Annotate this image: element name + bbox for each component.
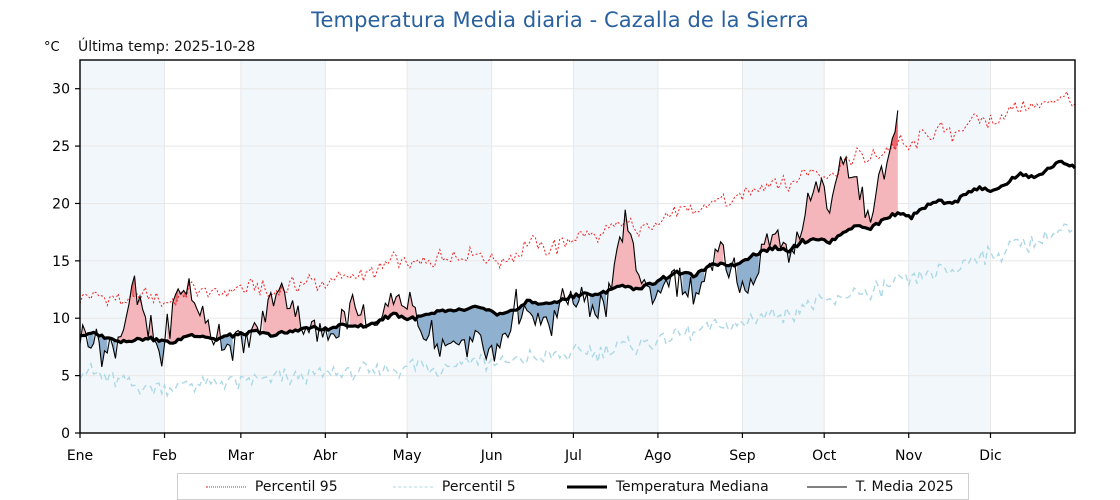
y-tick-label-15: 15 [52, 254, 70, 270]
series-line-percentil-5 [79, 223, 1076, 398]
legend-label-1: Percentil 95 [254, 478, 338, 495]
y-tick-label-5: 5 [61, 369, 70, 385]
fill-below-median [88, 245, 795, 367]
chart-legend: Percentil 95 Percentil 5 Temperatura Media… [177, 473, 969, 500]
chart-title: Temperatura Media diaria - Cazalla de la… [311, 8, 809, 32]
month-band-may [407, 60, 492, 433]
month-band-nov [908, 60, 991, 433]
month-band-ago [657, 60, 743, 433]
month-band-jun [491, 60, 574, 433]
x-tick-label-ene: Ene [67, 448, 93, 464]
y-tick-label-20: 20 [52, 196, 70, 212]
x-tick-label-abr: Abr [313, 448, 337, 464]
month-band-oct [824, 60, 909, 433]
x-tick-label-may: May [393, 448, 422, 464]
legend-item-percentil-95[interactable]: Percentil 95 [178, 479, 366, 495]
legend-item-percentil-5[interactable]: Percentil 5 [366, 479, 544, 495]
legend-swatch-2 [392, 481, 433, 493]
legend-item-temperatura-mediana[interactable]: Temperatura Mediana [543, 479, 792, 495]
legend-label-4: T. Media 2025 [855, 478, 954, 495]
y-tick-label-0: 0 [61, 426, 70, 442]
legend-swatch-3 [566, 481, 607, 493]
y-tick-label-30: 30 [52, 82, 70, 98]
x-tick-label-feb: Feb [152, 448, 177, 464]
legend-line-sample [392, 486, 433, 487]
x-gridlines [164, 60, 991, 433]
month-band-feb [164, 60, 241, 433]
anomaly-fills [82, 110, 898, 367]
axes: 0 5 10 15 20 25 30 Ene Feb Mar Abr May Jun Jul Ago Sep O… [52, 59, 1076, 464]
month-band-mar [240, 60, 326, 433]
legend-line-sample [566, 485, 607, 488]
month-band-ene [80, 60, 165, 433]
month-background-bands [80, 60, 1078, 433]
y-tick-label-25: 25 [52, 139, 70, 155]
x-tick-label-nov: Nov [895, 448, 922, 464]
legend-label-2: Percentil 5 [441, 478, 516, 495]
legend-swatch-1 [205, 481, 246, 493]
x-tick-label-oct: Oct [812, 448, 837, 464]
legend-label-3: Temperatura Mediana [615, 478, 769, 495]
legend-line-sample [205, 486, 246, 487]
x-tick-label-jul: Jul [564, 448, 582, 464]
series-line-t-media-2025 [79, 110, 899, 368]
y-tick-label-10: 10 [52, 311, 70, 327]
x-tick-label-jun: Jun [480, 448, 503, 464]
x-tick-label-sep: Sep [729, 448, 756, 464]
month-band-abr [325, 60, 408, 433]
plot-frame [79, 59, 1076, 434]
x-tick-label-dic: Dic [979, 448, 1001, 464]
data-series-lines [79, 90, 1077, 398]
legend-swatch-4 [806, 481, 847, 493]
y-axis-unit-label: °C [44, 40, 60, 55]
x-tick-label-ago: Ago [644, 448, 671, 464]
legend-line-sample [806, 486, 847, 487]
x-tick-label-mar: Mar [228, 448, 255, 464]
legend-item-t-media-2025[interactable]: T. Media 2025 [792, 479, 968, 495]
last-temp-subtitle: Última temp: 2025-10-28 [78, 39, 256, 55]
month-band-jul [573, 60, 658, 433]
